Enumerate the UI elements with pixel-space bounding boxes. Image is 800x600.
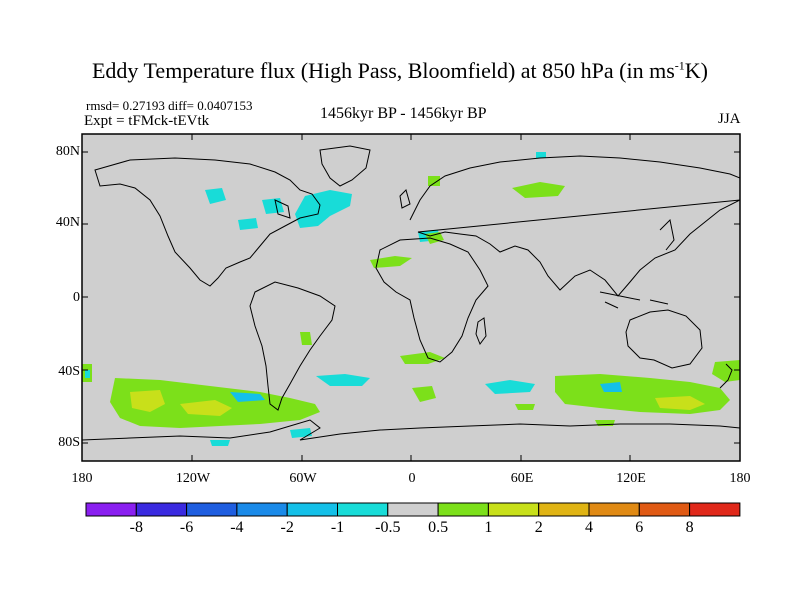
indonesia-coast (599, 291, 669, 309)
lon-label: 60W (289, 471, 317, 486)
africa-coast (375, 237, 489, 363)
experiment-label: Expt = tFMck-tEVtk (84, 113, 210, 129)
positive-anomaly-region (712, 360, 740, 382)
negative-anomaly-region (290, 428, 312, 438)
colorbar-box (337, 502, 389, 517)
positive-anomaly-region (515, 404, 535, 410)
colorbar-box (538, 502, 590, 517)
axis-ticks (82, 134, 740, 461)
lon-label: 180 (71, 471, 93, 486)
negative-anomaly-region (85, 370, 90, 378)
season-label: JJA (718, 111, 741, 127)
colorbar-label: -0.5 (375, 519, 401, 536)
madagascar-coast (475, 317, 487, 346)
greenland-coast (319, 145, 371, 187)
colorbar-label: -2 (280, 519, 294, 536)
north-america-coast (94, 157, 321, 287)
colorbar-box (638, 502, 691, 517)
anomaly-fields (82, 152, 740, 446)
negative-anomaly-region (210, 440, 230, 446)
colorbar-label: -6 (179, 519, 194, 536)
antarctica-coast (82, 419, 740, 441)
negative-anomaly-region (238, 218, 258, 230)
stats-label: rmsd= 0.27193 diff= 0.0407153 (86, 98, 253, 113)
lat-label: 80S (58, 435, 80, 450)
lon-label: 120W (175, 471, 211, 486)
positive-anomaly-region (180, 400, 232, 416)
positive-anomaly-region (412, 386, 436, 402)
colorbar-box (689, 502, 741, 517)
lat-label: 40N (55, 215, 80, 230)
negative-anomaly-region (316, 374, 370, 386)
lon-label: 0 (408, 471, 416, 486)
lon-label: 120E (616, 471, 646, 486)
colorbar-box (588, 502, 640, 517)
lat-label: 40S (58, 364, 80, 379)
uk-coast (399, 189, 411, 209)
negative-anomaly-region (205, 188, 226, 204)
lon-label: 180 (729, 471, 751, 486)
positive-anomaly-region (400, 352, 445, 364)
negative-anomaly-region (295, 190, 352, 228)
australia-coast (625, 309, 703, 369)
colorbar-label: 6 (635, 519, 644, 536)
colorbar-box (387, 502, 439, 517)
period-label: 1456kyr BP - 1456kyr BP (320, 105, 487, 122)
plot-title: Eddy Temperature flux (High Pass, Bloomf… (91, 58, 708, 83)
colorbar-label: -8 (129, 519, 143, 536)
lon-label: 60E (510, 471, 534, 486)
negative-anomaly-region (485, 380, 535, 394)
colorbar-boxes (85, 502, 741, 517)
colorbar-label: 4 (585, 519, 593, 536)
colorbar-box (236, 502, 288, 517)
positive-anomaly-region (512, 182, 565, 198)
south-america-coast (249, 281, 336, 411)
hudson-bay-coast (274, 199, 291, 219)
positive-anomaly-region (130, 390, 165, 412)
colorbar-box (186, 502, 238, 517)
colorbar-box (286, 502, 339, 517)
negative-anomaly-region (600, 382, 622, 392)
positive-anomaly-region (370, 256, 412, 268)
lat-label: 0 (73, 290, 80, 305)
colorbar-box (437, 502, 489, 517)
colorbar-label: -4 (230, 519, 244, 536)
colorbar-label: -1 (330, 519, 345, 536)
negative-anomaly-region (536, 152, 546, 158)
colorbar-box (135, 502, 188, 517)
positive-anomaly-region (428, 176, 440, 186)
eurasia-coast (409, 155, 740, 297)
japan-coast (659, 218, 675, 251)
lat-label: 80N (55, 144, 80, 159)
colorbar-label: 1 (484, 519, 493, 536)
coastlines (82, 145, 740, 441)
colorbar-box (85, 502, 137, 517)
positive-anomaly-region (655, 396, 705, 410)
negative-anomaly-region (230, 392, 265, 402)
new-zealand-coast (719, 363, 733, 389)
positive-anomaly-region (300, 332, 312, 345)
colorbar-label: 8 (685, 519, 694, 536)
colorbar-label: 2 (534, 519, 543, 536)
colorbar-label: 0.5 (428, 519, 449, 536)
colorbar-box (487, 502, 540, 517)
